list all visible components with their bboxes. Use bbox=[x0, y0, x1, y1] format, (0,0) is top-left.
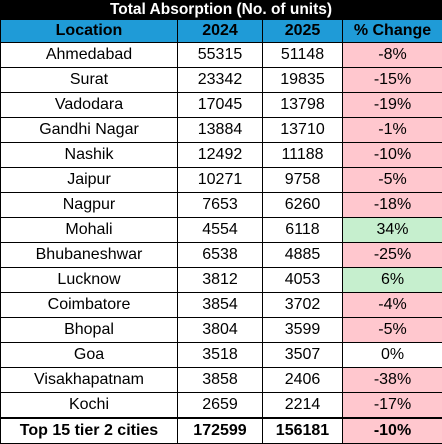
table-row: Jaipur 10271 9758 -5% bbox=[0, 166, 442, 193]
cell-2025: 6260 bbox=[262, 191, 343, 218]
table-row: Gandhi Nagar 13884 13710 -1% bbox=[0, 116, 442, 143]
cell-location: Ahmedabad bbox=[0, 42, 178, 68]
cell-2024: 13884 bbox=[177, 116, 263, 143]
cell-2025: 13798 bbox=[262, 91, 343, 118]
cell-2024: 4554 bbox=[177, 216, 263, 243]
cell-2025: 19835 bbox=[262, 66, 343, 93]
cell-2024: 55315 bbox=[177, 42, 263, 68]
cell-2025: 6118 bbox=[262, 216, 343, 243]
cell-location: Vadodara bbox=[0, 91, 178, 118]
cell-change: -38% bbox=[342, 366, 442, 393]
cell-location: Coimbatore bbox=[0, 291, 178, 318]
table-row: Bhopal 3804 3599 -5% bbox=[0, 316, 442, 343]
header-change: % Change bbox=[342, 19, 442, 43]
total-row: Top 15 tier 2 cities 172599 156181 -10% bbox=[0, 416, 442, 444]
cell-change: 0% bbox=[342, 341, 442, 368]
cell-change: -17% bbox=[342, 391, 442, 419]
cell-location: Bhubaneshwar bbox=[0, 241, 178, 268]
cell-2024: 2659 bbox=[177, 391, 263, 419]
cell-location: Nashik bbox=[0, 141, 178, 168]
cell-2025: 51148 bbox=[262, 42, 343, 68]
table-row: Lucknow 3812 4053 6% bbox=[0, 266, 442, 293]
table-row: Nagpur 7653 6260 -18% bbox=[0, 191, 442, 218]
absorption-table: Location 2024 2025 % Change Ahmedabad 55… bbox=[0, 19, 442, 444]
cell-2024: 6538 bbox=[177, 241, 263, 268]
cell-change: -18% bbox=[342, 191, 442, 218]
cell-2024: 3804 bbox=[177, 316, 263, 343]
table-title: Total Absorption (No. of units) bbox=[0, 0, 442, 19]
cell-2024: 23342 bbox=[177, 66, 263, 93]
cell-change: -15% bbox=[342, 66, 442, 93]
cell-location: Visakhapatnam bbox=[0, 366, 178, 393]
table-row: Coimbatore 3854 3702 -4% bbox=[0, 291, 442, 318]
total-label: Top 15 tier 2 cities bbox=[0, 416, 178, 444]
cell-2025: 3599 bbox=[262, 316, 343, 343]
cell-2025: 11188 bbox=[262, 141, 343, 168]
cell-change: 6% bbox=[342, 266, 442, 293]
table-row: Surat 23342 19835 -15% bbox=[0, 66, 442, 93]
cell-2024: 3812 bbox=[177, 266, 263, 293]
table-row: Ahmedabad 55315 51148 -8% bbox=[0, 42, 442, 68]
cell-2025: 3507 bbox=[262, 341, 343, 368]
cell-location: Gandhi Nagar bbox=[0, 116, 178, 143]
table-row: Bhubaneshwar 6538 4885 -25% bbox=[0, 241, 442, 268]
cell-2024: 17045 bbox=[177, 91, 263, 118]
cell-change: -4% bbox=[342, 291, 442, 318]
table-row: Mohali 4554 6118 34% bbox=[0, 216, 442, 243]
table-row: Vadodara 17045 13798 -19% bbox=[0, 91, 442, 118]
table-row: Kochi 2659 2214 -17% bbox=[0, 391, 442, 419]
cell-location: Mohali bbox=[0, 216, 178, 243]
cell-change: -10% bbox=[342, 141, 442, 168]
total-2025: 156181 bbox=[262, 416, 343, 444]
cell-change: -5% bbox=[342, 166, 442, 193]
cell-2025: 9758 bbox=[262, 166, 343, 193]
header-row: Location 2024 2025 % Change bbox=[0, 19, 442, 43]
cell-2025: 3702 bbox=[262, 291, 343, 318]
cell-location: Jaipur bbox=[0, 166, 178, 193]
header-2025: 2025 bbox=[262, 19, 343, 43]
cell-location: Goa bbox=[0, 341, 178, 368]
cell-change: -5% bbox=[342, 316, 442, 343]
total-2024: 172599 bbox=[177, 416, 263, 444]
cell-change: -8% bbox=[342, 42, 442, 68]
table-row: Nashik 12492 11188 -10% bbox=[0, 141, 442, 168]
cell-change: -19% bbox=[342, 91, 442, 118]
cell-2025: 13710 bbox=[262, 116, 343, 143]
table-row: Goa 3518 3507 0% bbox=[0, 341, 442, 368]
cell-2025: 4053 bbox=[262, 266, 343, 293]
cell-2025: 2406 bbox=[262, 366, 343, 393]
table-row: Visakhapatnam 3858 2406 -38% bbox=[0, 366, 442, 393]
cell-location: Nagpur bbox=[0, 191, 178, 218]
cell-2024: 3858 bbox=[177, 366, 263, 393]
cell-location: Kochi bbox=[0, 391, 178, 419]
total-change: -10% bbox=[342, 416, 442, 444]
cell-change: -1% bbox=[342, 116, 442, 143]
cell-change: 34% bbox=[342, 216, 442, 243]
cell-2025: 2214 bbox=[262, 391, 343, 419]
cell-2024: 10271 bbox=[177, 166, 263, 193]
cell-location: Bhopal bbox=[0, 316, 178, 343]
cell-2025: 4885 bbox=[262, 241, 343, 268]
cell-2024: 3854 bbox=[177, 291, 263, 318]
header-2024: 2024 bbox=[177, 19, 263, 43]
cell-change: -25% bbox=[342, 241, 442, 268]
cell-2024: 3518 bbox=[177, 341, 263, 368]
cell-2024: 12492 bbox=[177, 141, 263, 168]
cell-location: Lucknow bbox=[0, 266, 178, 293]
cell-2024: 7653 bbox=[177, 191, 263, 218]
header-location: Location bbox=[0, 19, 178, 43]
cell-location: Surat bbox=[0, 66, 178, 93]
